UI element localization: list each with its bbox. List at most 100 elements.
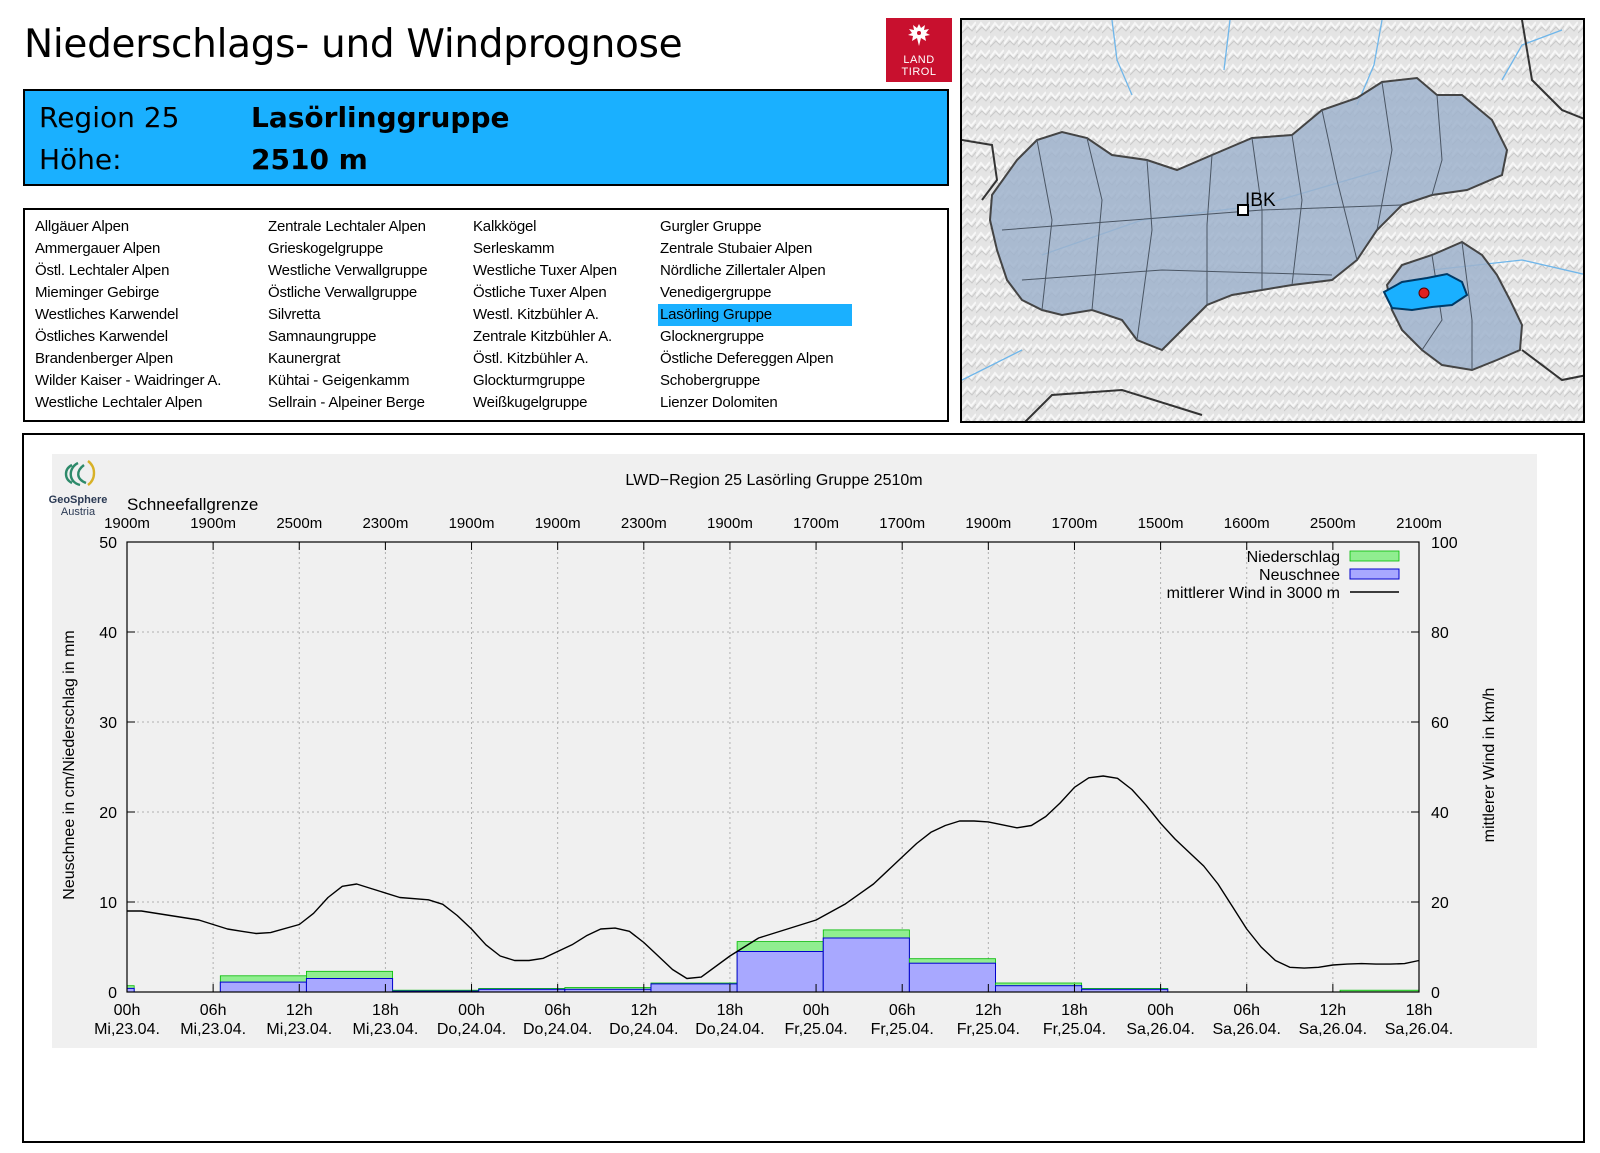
- region-list-item[interactable]: Sellrain - Alpeiner Berge: [268, 394, 425, 411]
- y2-tick-label: 0: [1431, 985, 1440, 1002]
- region-list-item[interactable]: Weißkugelgruppe: [473, 394, 588, 411]
- bars: [126, 929, 1420, 993]
- legend-label-wind: mittlerer Wind in 3000 m: [1167, 585, 1340, 602]
- region-list-item[interactable]: Ammergauer Alpen: [35, 240, 161, 257]
- region-list-item[interactable]: Östl. Kitzbühler A.: [473, 350, 589, 367]
- region-list-item[interactable]: Zentrale Kitzbühler A.: [473, 328, 613, 345]
- x-tick-date: Sa,26.04.: [1385, 1021, 1454, 1038]
- y2-tick-label: 100: [1431, 535, 1458, 552]
- x-tick-date: Fr,25.04.: [784, 1021, 847, 1038]
- land-tirol-logo: LAND TIROL: [886, 18, 952, 82]
- axes: 00h Mi,23.04. 1900m 06h Mi,23.04. 1900m 12h Mi,…: [94, 515, 1458, 1038]
- y-tick-label: 20: [99, 805, 117, 822]
- legend-label-niederschlag: Niederschlag: [1247, 549, 1340, 566]
- region-list-item[interactable]: Grieskogelgruppe: [268, 240, 384, 257]
- geosphere-name: GeoSphere: [49, 494, 108, 506]
- logo-line-tirol: TIROL: [901, 66, 937, 78]
- region-list-column-4: Gurgler Gruppe Zentrale Stubaier Alpen Nör…: [658, 216, 852, 414]
- region-info-box: Region 25 Lasörlinggruppe Höhe: 2510 m: [23, 89, 949, 186]
- geosphere-country: Austria: [61, 506, 96, 518]
- region-list-item[interactable]: Kühtai - Geigenkamm: [268, 372, 410, 389]
- region-list-item[interactable]: Kaunergrat: [268, 350, 341, 367]
- region-list-item[interactable]: Brandenberger Alpen: [35, 350, 173, 367]
- region-list: Allgäuer Alpen Ammergauer Alpen Östl. Lech…: [23, 208, 949, 422]
- y2-tick-label: 60: [1431, 715, 1449, 732]
- snowline-value: 2100m: [1396, 515, 1442, 532]
- x-tick-date: Sa,26.04.: [1299, 1021, 1368, 1038]
- country-borders: [962, 20, 1583, 421]
- region-list-item[interactable]: Westliche Verwallgruppe: [268, 262, 428, 279]
- x-tick-hour: 18h: [372, 1002, 399, 1019]
- region-list-item[interactable]: Zentrale Lechtaler Alpen: [268, 218, 426, 235]
- region-list-item[interactable]: Serleskamm: [473, 240, 555, 257]
- region-list-item[interactable]: Mieminger Gebirge: [35, 284, 160, 301]
- x-tick-hour: 18h: [1061, 1002, 1088, 1019]
- tirol-region-map[interactable]: IBK: [960, 18, 1585, 423]
- y-tick-label: 50: [99, 535, 117, 552]
- region-list-item[interactable]: Lasörling Gruppe: [658, 304, 852, 326]
- region-list-item[interactable]: Gurgler Gruppe: [660, 218, 762, 235]
- y2-tick-label: 40: [1431, 805, 1449, 822]
- x-tick-date: Do,24.04.: [609, 1021, 678, 1038]
- height-label: Höhe:: [39, 143, 122, 176]
- x-tick-date: Do,24.04.: [695, 1021, 764, 1038]
- logo-line-land: LAND: [903, 54, 935, 66]
- region-label: Region 25: [39, 101, 180, 134]
- region-list-item[interactable]: Östl. Lechtaler Alpen: [35, 262, 170, 279]
- region-list-item[interactable]: Schobergruppe: [660, 372, 760, 389]
- region-name: Lasörlinggruppe: [251, 101, 510, 134]
- region-list-item[interactable]: Zentrale Stubaier Alpen: [660, 240, 813, 257]
- region-list-item[interactable]: Glocknergruppe: [660, 328, 764, 345]
- snowline-value: 1700m: [1052, 515, 1098, 532]
- region-list-item[interactable]: Allgäuer Alpen: [35, 218, 129, 235]
- region-list-item[interactable]: Westliches Karwendel: [35, 306, 179, 323]
- legend-label-neuschnee: Neuschnee: [1259, 567, 1340, 584]
- plot-border: [126, 541, 1420, 993]
- region-list-item[interactable]: Östliches Karwendel: [35, 328, 168, 345]
- neuschnee-bar: [305, 978, 394, 993]
- snowline-value: 1900m: [104, 515, 150, 532]
- region-list-item[interactable]: Nördliche Zillertaler Alpen: [660, 262, 826, 279]
- x-tick-date: Sa,26.04.: [1126, 1021, 1195, 1038]
- snowline-value: 1700m: [793, 515, 839, 532]
- x-tick-date: Fr,25.04.: [957, 1021, 1020, 1038]
- height-value: 2510 m: [251, 143, 368, 176]
- x-tick-date: Fr,25.04.: [1043, 1021, 1106, 1038]
- region-list-item[interactable]: Lienzer Dolomiten: [660, 394, 778, 411]
- neuschnee-bar: [908, 962, 997, 993]
- region-list-item[interactable]: Westliche Lechtaler Alpen: [35, 394, 203, 411]
- snowline-value: 2300m: [621, 515, 667, 532]
- neuschnee-bar: [822, 937, 910, 993]
- region-list-item[interactable]: Glockturmgruppe: [473, 372, 586, 389]
- x-tick-hour: 12h: [1320, 1002, 1347, 1019]
- x-tick-hour: 12h: [975, 1002, 1002, 1019]
- y2-axis-label: mittlerer Wind in km/h: [1481, 688, 1498, 843]
- snowline-value: 1500m: [1138, 515, 1184, 532]
- region-list-item[interactable]: Silvretta: [268, 306, 321, 323]
- region-list-item[interactable]: Östliche Defereggen Alpen: [660, 350, 834, 367]
- x-tick-date: Sa,26.04.: [1212, 1021, 1281, 1038]
- snowline-value: 2300m: [362, 515, 408, 532]
- region-list-item[interactable]: Wilder Kaiser - Waidringer A.: [35, 372, 222, 389]
- region-list-item[interactable]: Kalkkögel: [473, 218, 537, 235]
- y-tick-label: 0: [108, 985, 117, 1002]
- map-svg: IBK: [962, 20, 1583, 421]
- region-list-item[interactable]: Östliche Tuxer Alpen: [473, 284, 607, 301]
- y2-tick-label: 20: [1431, 895, 1449, 912]
- x-tick-hour: 00h: [114, 1002, 141, 1019]
- x-tick-hour: 18h: [717, 1002, 744, 1019]
- wind: [127, 775, 1420, 980]
- neuschnee-bar: [219, 981, 307, 993]
- region-list-item[interactable]: Östliche Verwallgruppe: [268, 284, 418, 301]
- x-tick-hour: 00h: [1147, 1002, 1174, 1019]
- region-list-item[interactable]: Venedigergruppe: [660, 284, 772, 301]
- x-tick-hour: 06h: [889, 1002, 916, 1019]
- legend-swatch-niederschlag: [1349, 550, 1400, 562]
- y-axis-label: Neuschnee in cm/Niederschlag in mm: [61, 630, 78, 899]
- region-list-item[interactable]: Westl. Kitzbühler A.: [473, 306, 599, 323]
- region-list-item[interactable]: Westliche Tuxer Alpen: [473, 262, 617, 279]
- region-list-item[interactable]: Samnaungruppe: [268, 328, 377, 345]
- neuschnee-bar: [995, 985, 1083, 993]
- neuschnee-bar: [736, 951, 824, 993]
